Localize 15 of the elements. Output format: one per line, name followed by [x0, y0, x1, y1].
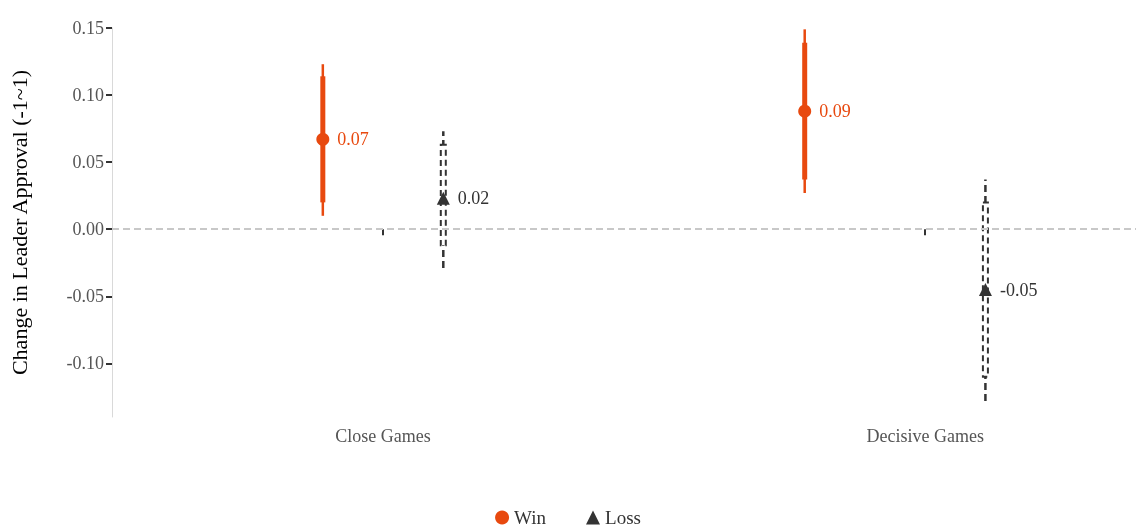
- x-tick-label: Decisive Games: [866, 426, 984, 446]
- y-axis-title: Change in Leader Approval (-1~1): [6, 69, 32, 376]
- y-tick-label: 0.15: [72, 18, 104, 38]
- data-label: 0.09: [819, 101, 851, 122]
- y-tick-label: 0.00: [72, 219, 104, 240]
- legend-label: Loss: [605, 507, 641, 528]
- data-label: -0.05: [999, 279, 1038, 300]
- data-label: 0.02: [457, 188, 490, 209]
- y-tick-label: -0.10: [66, 353, 104, 374]
- y-tick-label: 0.05: [72, 152, 104, 173]
- data-label: 0.07: [337, 129, 369, 150]
- y-tick-label: -0.05: [66, 286, 104, 307]
- y-tick-label: 0.10: [72, 85, 104, 106]
- legend-label: Win: [514, 507, 547, 528]
- x-tick-label: Close Games: [335, 426, 431, 446]
